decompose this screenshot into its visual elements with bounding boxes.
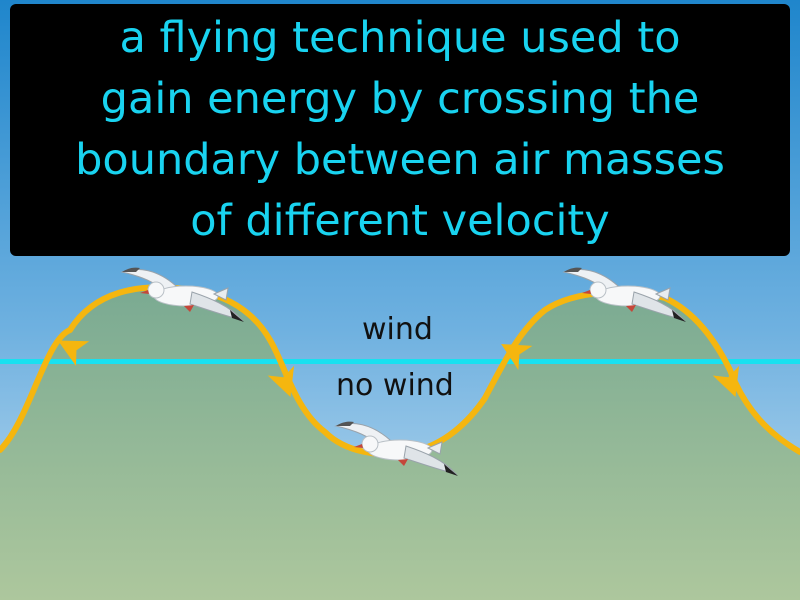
- definition-line-3: boundary between air masses: [75, 135, 725, 185]
- arrow-head-icon: [267, 365, 295, 398]
- definition-line-2: gain energy by crossing the: [100, 74, 700, 124]
- no-wind-label: no wind: [336, 368, 454, 403]
- wind-boundary-line: [0, 359, 800, 364]
- wind-label: wind: [362, 312, 433, 347]
- arrow-head-icon: [501, 344, 533, 371]
- ground-region: [0, 287, 800, 600]
- definition-line-4: of different velocity: [190, 196, 610, 246]
- definition-caption: a flying technique used to gain energy b…: [10, 4, 790, 256]
- definition-line-1: a flying technique used to: [119, 13, 681, 63]
- arrow-head-icon: [57, 340, 90, 366]
- arrow-head-icon: [712, 365, 740, 398]
